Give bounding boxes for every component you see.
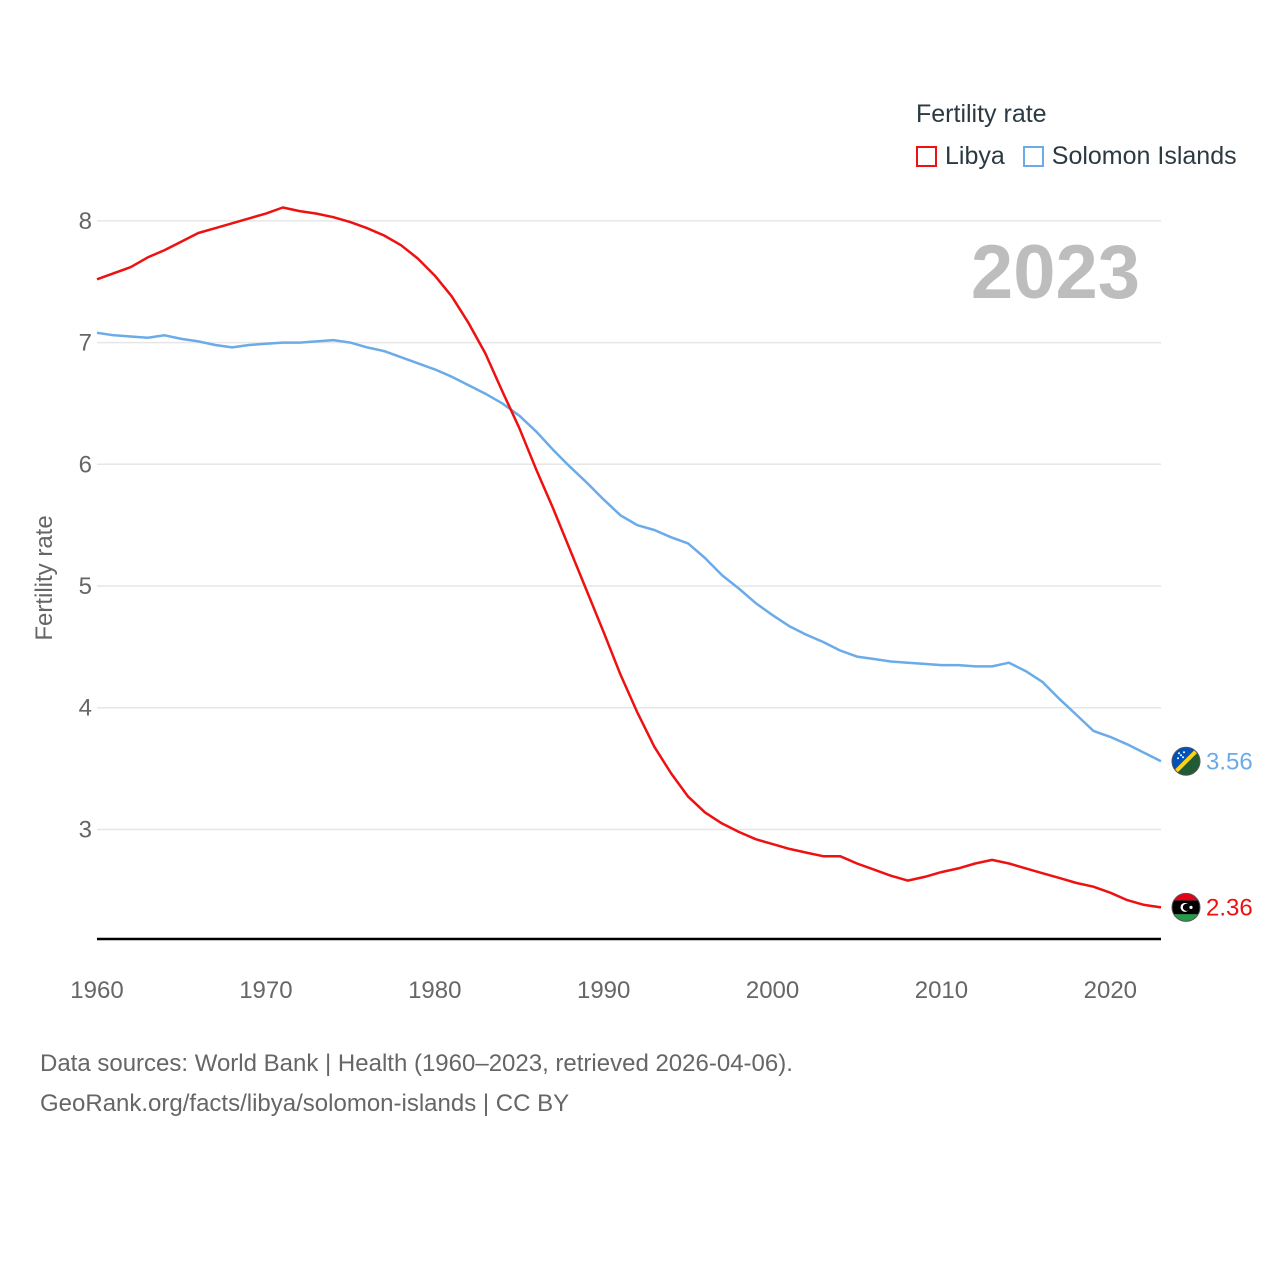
legend-item-libya[interactable]: Libya — [916, 142, 1005, 171]
series-line-solomon-islands[interactable] — [96, 331, 1162, 763]
x-tick-label: 1960 — [70, 977, 123, 1004]
x-tick-label: 2010 — [915, 977, 968, 1004]
y-axis-ticks: 3 4 5 6 7 8 — [79, 208, 92, 844]
legend: Libya Solomon Islands — [916, 142, 1255, 171]
libya-flag-icon — [1171, 892, 1201, 922]
x-axis-ticks: 1960 1970 1980 1990 2000 2010 2020 — [70, 977, 1137, 1004]
attribution-line[interactable]: GeoRank.org/facts/libya/solomon-islands … — [40, 1090, 570, 1117]
big-year-label: 2023 — [971, 230, 1140, 315]
legend-label-libya: Libya — [945, 142, 1005, 170]
x-tick-label: 2000 — [746, 977, 799, 1004]
series-line-libya[interactable] — [96, 206, 1162, 909]
legend-item-solomon-islands[interactable]: Solomon Islands — [1022, 142, 1237, 171]
legend-swatch-solomon-islands — [1022, 146, 1044, 167]
series-layer — [96, 206, 1162, 909]
y-axis-label: Fertility rate — [31, 515, 58, 640]
data-sources: Data sources: World Bank | Health (1960–… — [40, 1044, 793, 1124]
y-tick-label: 4 — [79, 695, 92, 722]
end-value-label-libya: 2.36 — [1206, 894, 1253, 921]
y-tick-label: 3 — [79, 816, 92, 843]
legend-title: Fertility rate — [916, 100, 1047, 128]
x-tick-label: 1980 — [408, 977, 461, 1004]
sources-line: Data sources: World Bank | Health (1960–… — [40, 1050, 793, 1077]
legend-label-solomon-islands: Solomon Islands — [1051, 142, 1237, 170]
end-value-label-solomon-islands: 3.56 — [1206, 748, 1253, 775]
y-tick-label: 6 — [79, 451, 92, 478]
x-tick-label: 1970 — [239, 977, 292, 1004]
legend-swatch-libya — [916, 146, 937, 167]
end-markers: 3.56 2.36 — [1171, 746, 1253, 922]
y-tick-label: 5 — [79, 573, 92, 600]
x-tick-label: 1990 — [577, 977, 630, 1004]
solomon-islands-flag-icon — [1171, 746, 1201, 776]
y-tick-label: 7 — [79, 330, 92, 357]
x-tick-label: 2020 — [1084, 977, 1137, 1004]
y-tick-label: 8 — [79, 208, 92, 235]
